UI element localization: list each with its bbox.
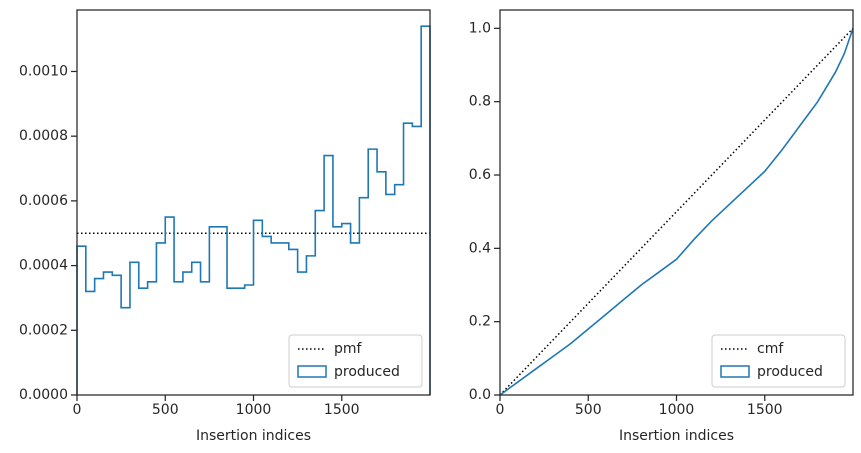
- x-tick-label: 500: [575, 402, 602, 418]
- x-tick-label: 0: [496, 402, 505, 418]
- legend-box: [288, 334, 423, 388]
- y-tick-label: 0.4: [469, 240, 491, 256]
- y-tick-label: 0.6: [469, 167, 491, 183]
- x-axis-label: Insertion indices: [196, 428, 311, 444]
- y-tick-label: 0.0000: [19, 387, 68, 403]
- y-tick-label: 0.8: [469, 94, 491, 110]
- series-produced-line: [499, 28, 854, 396]
- x-tick-label: 0: [73, 402, 82, 418]
- legend-label-pmf: pmf: [334, 341, 363, 357]
- legend-label-cmf: cmf: [757, 341, 784, 357]
- x-tick-label: 1000: [659, 402, 695, 418]
- y-tick-label: 0.0008: [19, 128, 68, 144]
- y-tick-label: 0.0004: [19, 258, 68, 274]
- y-tick-label: 0.2: [469, 314, 491, 330]
- y-tick-label: 0.0010: [19, 63, 68, 79]
- y-tick-label: 0.0006: [19, 193, 68, 209]
- legend-box: [711, 334, 846, 388]
- left-histogram-panel: 0 500 1000 1500 0.0000 0.0002 0.0004 0.0006 0.00…: [19, 9, 431, 444]
- y-tick-label: 0.0002: [19, 322, 68, 338]
- y-tick-label: 1.0: [469, 20, 491, 36]
- right-cumulative-panel: 0 500 1000 1500 0.0 0.2 0.4 0.6 0.8 1.0 Insertion …: [469, 9, 854, 444]
- legend-label-produced: produced: [757, 364, 823, 380]
- legend-swatch-produced: [720, 365, 750, 378]
- legend-swatch-produced: [297, 365, 327, 378]
- x-tick-label: 1500: [324, 402, 360, 418]
- y-tick-label: 0.0: [469, 387, 491, 403]
- series-produced-line: [76, 25, 431, 395]
- x-tick-label: 1000: [236, 402, 272, 418]
- legend-label-produced: produced: [334, 364, 400, 380]
- x-tick-label: 500: [152, 402, 179, 418]
- series-cmf-line: [499, 27, 854, 396]
- x-axis-label: Insertion indices: [619, 428, 734, 444]
- x-tick-label: 1500: [747, 402, 783, 418]
